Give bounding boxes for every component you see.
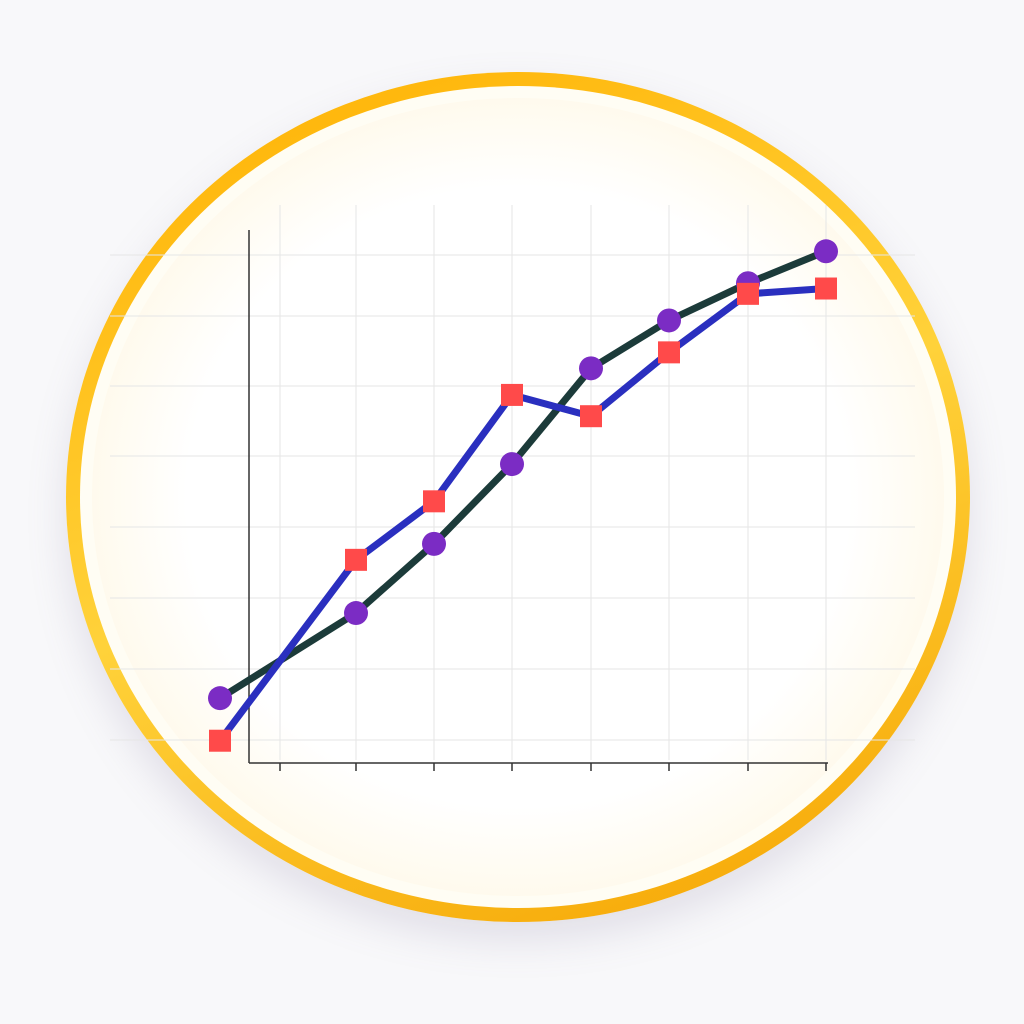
data-point-square [580, 405, 602, 428]
series-line-2 [216, 285, 830, 745]
data-point-square [423, 490, 445, 513]
data-point-circle [814, 239, 838, 264]
data-point-circle [579, 356, 603, 381]
data-point-square [209, 729, 231, 752]
data-point-circle [422, 531, 446, 556]
badge-ring [66, 72, 970, 922]
data-point-square [345, 548, 367, 571]
data-point-circle [208, 686, 232, 711]
data-point-square [815, 277, 837, 300]
data-point-circle [344, 601, 368, 626]
data-point-circle [657, 308, 681, 333]
data-point-square [737, 282, 759, 305]
data-point-circle [500, 452, 524, 477]
data-point-square [658, 341, 680, 364]
series-line-1 [216, 247, 830, 702]
data-point-square [501, 383, 523, 406]
